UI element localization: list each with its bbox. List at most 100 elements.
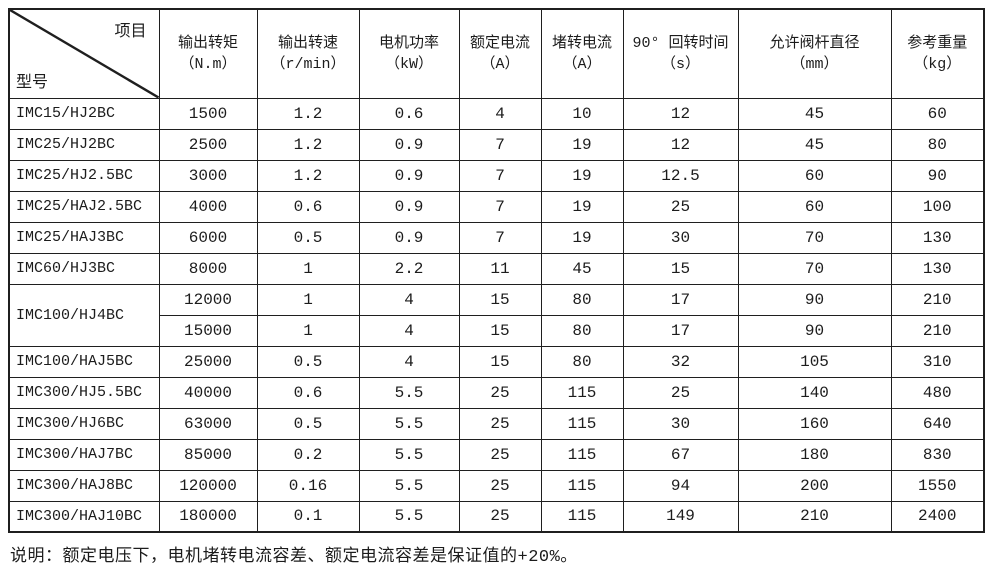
value-cell: 70 (737, 221, 892, 254)
value-cell: 80 (540, 283, 624, 316)
corner-label-item: 项目 (114, 23, 147, 41)
model-cell: IMC300/HAJ10BC (8, 500, 160, 533)
value-cell: 5.5 (358, 407, 460, 440)
table-row: IMC25/HAJ3BC 6000 0.5 0.9 7 19 30 70 130 (8, 221, 985, 254)
table-row: IMC300/HJ5.5BC 40000 0.6 5.5 25 115 25 1… (8, 376, 985, 409)
value-cell: 17 (622, 283, 739, 316)
table-row: IMC25/HJ2BC 2500 1.2 0.9 7 19 12 45 80 (8, 128, 985, 161)
value-cell: 4 (358, 314, 460, 347)
value-cell: 15 (458, 314, 542, 347)
value-cell: 160 (737, 407, 892, 440)
value-cell: 130 (890, 221, 985, 254)
value-cell: 105 (737, 345, 892, 378)
value-cell: 115 (540, 407, 624, 440)
value-cell: 149 (622, 500, 739, 533)
value-cell: 32 (622, 345, 739, 378)
value-cell: 4 (358, 345, 460, 378)
value-cell: 115 (540, 469, 624, 502)
model-cell: IMC25/HJ2BC (8, 128, 160, 161)
value-cell: 1 (256, 283, 360, 316)
value-cell: 0.6 (256, 376, 360, 409)
column-header-stall-current: 堵转电流 （A） (540, 8, 624, 99)
model-cell: IMC300/HAJ8BC (8, 469, 160, 502)
value-cell: 640 (890, 407, 985, 440)
value-cell: 0.1 (256, 500, 360, 533)
value-cell: 0.2 (256, 438, 360, 471)
value-cell: 4 (458, 97, 542, 130)
column-header-torque: 输出转矩 （N.m） (158, 8, 258, 99)
value-cell: 0.9 (358, 128, 460, 161)
value-cell: 12 (622, 97, 739, 130)
value-cell: 0.6 (256, 190, 360, 223)
value-cell: 130 (890, 252, 985, 285)
model-cell-merged: IMC100/HJ4BC (8, 283, 160, 347)
value-cell: 15 (458, 345, 542, 378)
value-cell: 1.2 (256, 97, 360, 130)
column-header-rotation-time: 90° 回转时间 （s） (622, 8, 739, 99)
value-cell: 7 (458, 190, 542, 223)
value-cell: 4000 (158, 190, 258, 223)
value-cell: 45 (540, 252, 624, 285)
value-cell: 25 (458, 469, 542, 502)
value-cell: 0.9 (358, 190, 460, 223)
footnote: 说明：额定电压下，电机堵转电流容差、额定电流容差是保证值的+20%。 (10, 548, 578, 567)
value-cell: 0.5 (256, 345, 360, 378)
value-cell: 19 (540, 128, 624, 161)
value-cell: 115 (540, 376, 624, 409)
value-cell: 70 (737, 252, 892, 285)
model-cell: IMC300/HJ6BC (8, 407, 160, 440)
value-cell: 0.5 (256, 407, 360, 440)
value-cell: 0.16 (256, 469, 360, 502)
value-cell: 100 (890, 190, 985, 223)
value-cell: 10 (540, 97, 624, 130)
value-cell: 25 (622, 190, 739, 223)
table-row: IMC300/HAJ10BC 180000 0.1 5.5 25 115 149… (8, 500, 985, 533)
column-header-stem-diameter: 允许阀杆直径 （mm） (737, 8, 892, 99)
table-row: IMC15/HJ2BC 1500 1.2 0.6 4 10 12 45 60 (8, 97, 985, 130)
value-cell: 19 (540, 190, 624, 223)
value-cell: 5.5 (358, 469, 460, 502)
value-cell: 480 (890, 376, 985, 409)
table-row: IMC25/HJ2.5BC 3000 1.2 0.9 7 19 12.5 60 … (8, 159, 985, 192)
value-cell: 8000 (158, 252, 258, 285)
value-cell: 7 (458, 221, 542, 254)
value-cell: 11 (458, 252, 542, 285)
value-cell: 3000 (158, 159, 258, 192)
value-cell: 94 (622, 469, 739, 502)
value-cell: 2.2 (358, 252, 460, 285)
value-cell: 90 (890, 159, 985, 192)
value-cell: 12000 (158, 283, 258, 316)
value-cell: 1.2 (256, 159, 360, 192)
model-cell: IMC25/HAJ2.5BC (8, 190, 160, 223)
table-row: IMC100/HAJ5BC 25000 0.5 4 15 80 32 105 3… (8, 345, 985, 378)
value-cell: 4 (358, 283, 460, 316)
value-cell: 120000 (158, 469, 258, 502)
value-cell: 67 (622, 438, 739, 471)
value-cell: 25 (622, 376, 739, 409)
value-cell: 7 (458, 128, 542, 161)
value-cell: 5.5 (358, 376, 460, 409)
value-cell: 30 (622, 221, 739, 254)
value-cell: 210 (737, 500, 892, 533)
value-cell: 15 (622, 252, 739, 285)
spec-sheet-page: 项目 型号 输出转矩 （N.m） 输出转速 （r/min） 电机功率 （kW） … (8, 8, 985, 567)
value-cell: 115 (540, 438, 624, 471)
column-header-rated-current: 额定电流 （A） (458, 8, 542, 99)
value-cell: 210 (890, 283, 985, 316)
value-cell: 45 (737, 128, 892, 161)
value-cell: 310 (890, 345, 985, 378)
table-row: IMC25/HAJ2.5BC 4000 0.6 0.9 7 19 25 60 1… (8, 190, 985, 223)
value-cell: 7 (458, 159, 542, 192)
value-cell: 80 (540, 345, 624, 378)
table-row: IMC300/HJ6BC 63000 0.5 5.5 25 115 30 160… (8, 407, 985, 440)
value-cell: 0.9 (358, 159, 460, 192)
value-cell: 12 (622, 128, 739, 161)
value-cell: 1 (256, 252, 360, 285)
model-cell: IMC25/HAJ3BC (8, 221, 160, 254)
value-cell: 15000 (158, 314, 258, 347)
value-cell: 25000 (158, 345, 258, 378)
value-cell: 1.2 (256, 128, 360, 161)
value-cell: 19 (540, 159, 624, 192)
value-cell: 17 (622, 314, 739, 347)
model-cell: IMC60/HJ3BC (8, 252, 160, 285)
